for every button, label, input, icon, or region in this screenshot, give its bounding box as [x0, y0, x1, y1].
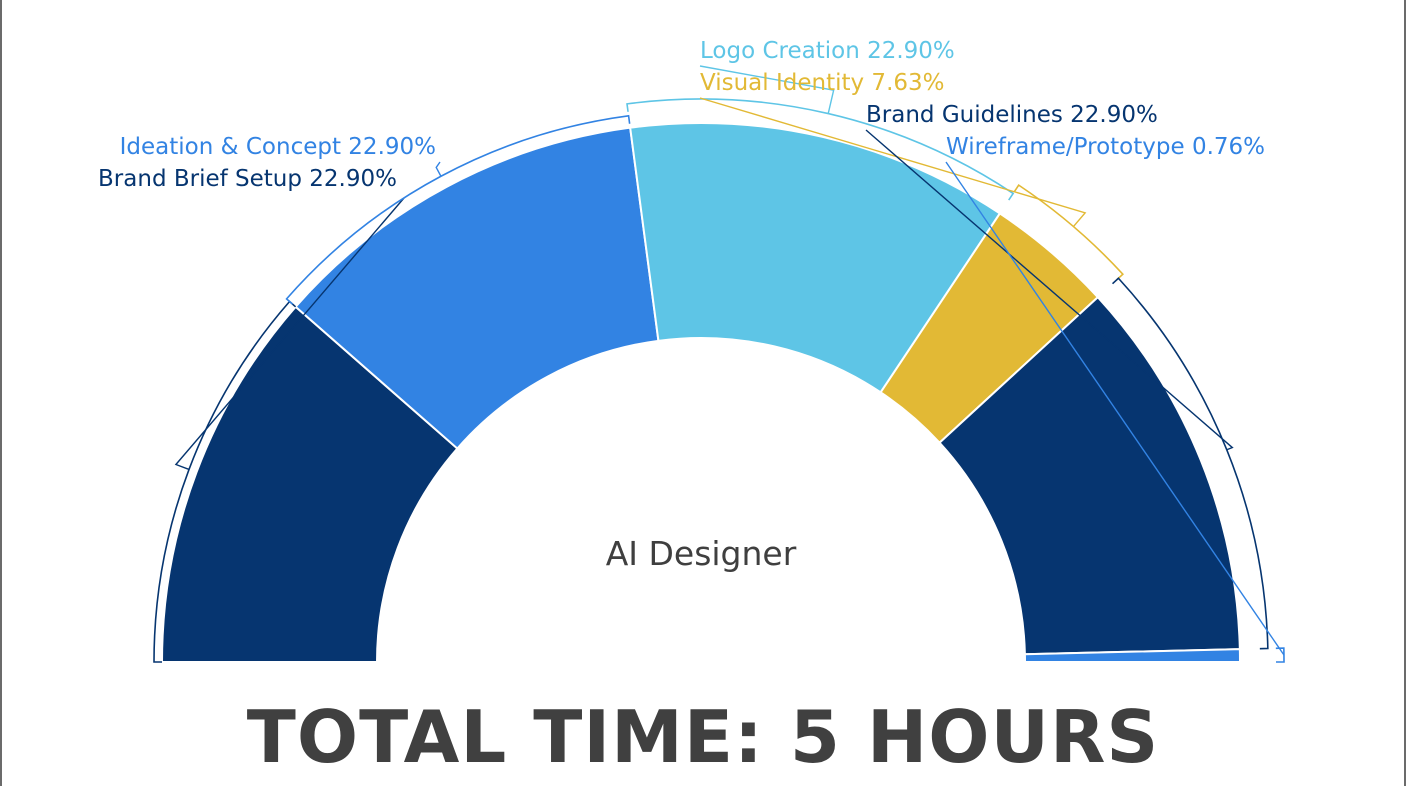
slice-brand-brief-setup [160, 305, 459, 663]
bracket-brand-brief-setup [153, 300, 297, 663]
brackets-layer [153, 65, 1285, 663]
leader-line-ideation-concept [435, 161, 442, 177]
leader-line-logo-creation [699, 65, 835, 114]
data-label-visual-identity: Visual Identity 7.63% [700, 70, 945, 96]
leader-line-visual-identity [699, 97, 1087, 228]
slice-brand-guidelines [938, 295, 1241, 656]
labels-layer: Brand Brief Setup 22.90% Ideation & Conce… [98, 38, 1265, 192]
leader-line-brand-brief-setup [174, 197, 405, 471]
slice-logo-creation [629, 122, 1002, 394]
data-label-brand-guidelines: Brand Guidelines 22.90% [866, 102, 1158, 128]
slices-layer [160, 122, 1242, 663]
bracket-brand-guidelines [1111, 277, 1269, 650]
center-label: AI Designer [606, 534, 797, 573]
slice-wireframe-prototype [1023, 648, 1242, 663]
data-label-wireframe-prototype: Wireframe/Prototype 0.76% [946, 134, 1265, 160]
data-label-ideation-concept: Ideation & Concept 22.90% [120, 134, 436, 160]
total-time-heading: TOTAL TIME: 5 HOURS [246, 695, 1160, 779]
leader-line-brand-guidelines [865, 129, 1234, 451]
data-label-logo-creation: Logo Creation 22.90% [700, 38, 955, 64]
bracket-ideation-concept [285, 114, 631, 305]
slice-ideation-concept [294, 126, 660, 450]
leader-line-wireframe-prototype [945, 161, 1285, 656]
data-label-brand-brief-setup: Brand Brief Setup 22.90% [98, 166, 397, 192]
bracket-logo-creation [626, 98, 1015, 201]
bracket-visual-identity [1013, 184, 1124, 281]
